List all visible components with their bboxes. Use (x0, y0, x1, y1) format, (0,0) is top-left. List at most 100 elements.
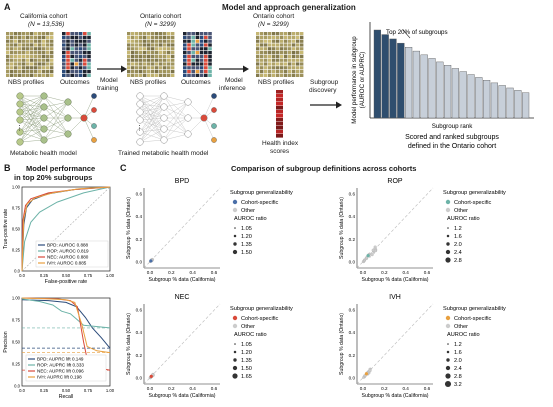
nbs-cell (135, 43, 139, 47)
nbs-cell (14, 73, 18, 77)
y-tick-label: 0.2 (136, 353, 143, 358)
nbs-cell (46, 73, 50, 77)
legend-size-label: 1.20 (241, 350, 252, 356)
network-node (80, 114, 88, 122)
nbs-cell (22, 35, 26, 39)
outcome-cell (66, 66, 70, 70)
nbs-cell (163, 47, 167, 51)
outcome-cell (183, 32, 187, 36)
outcome-cell (183, 70, 187, 74)
nbs-cell (34, 70, 38, 74)
nbs-cell (147, 70, 151, 74)
ontario-2-nbs-label: NBS profiles (258, 79, 295, 86)
outcome-cell (204, 35, 208, 39)
nbs-cell (272, 35, 276, 39)
scatter-title: ROP (387, 178, 403, 185)
nbs-cell (38, 70, 42, 74)
outcome-cell (208, 47, 212, 51)
nbs-cell (10, 43, 14, 47)
network-edge (139, 103, 165, 108)
metabolic-health-model-label: Metabolic health model (10, 150, 77, 157)
nbs-cell (38, 66, 42, 70)
outcome-cell (199, 47, 204, 51)
nbs-cell (292, 39, 296, 43)
nbs-cell (276, 58, 280, 62)
nbs-cell (296, 66, 300, 70)
nbs-cell (155, 70, 159, 74)
legend-specific-label: Cohort-specific (241, 316, 279, 322)
outcome-cell (66, 32, 70, 36)
outcome-cell (83, 47, 87, 51)
nbs-cell (34, 54, 38, 58)
subgroup-discovery-label-2: discovery (309, 87, 337, 94)
nbs-cell (135, 35, 139, 39)
nbs-cell (26, 32, 30, 36)
nbs-cell (143, 51, 147, 55)
legend-size-label: 2.8 (454, 374, 462, 380)
nbs-cell (139, 66, 143, 70)
network-edge (187, 101, 205, 119)
nbs-cell (42, 70, 46, 74)
outcome-cell (66, 39, 70, 43)
network-edge (19, 103, 45, 119)
y-axis-label: Subgroup % data (Ontario) (339, 313, 345, 375)
legend-other-label: Other (241, 208, 255, 214)
network-edge (19, 103, 45, 141)
network-edge (139, 131, 165, 141)
nbs-cell (42, 32, 46, 36)
x-axis-label: False-positive rate (45, 279, 87, 285)
outcome-cell (62, 66, 66, 70)
network-node (64, 130, 72, 138)
nbs-cell (42, 35, 46, 39)
legend-size-marker (446, 350, 450, 354)
outcome-cell (191, 73, 195, 77)
nbs-cell (163, 70, 167, 74)
nbs-cell (296, 62, 300, 66)
nbs-cell (260, 54, 264, 58)
y-tick-label: 0.4 (136, 330, 143, 335)
nbs-cell (6, 62, 10, 66)
outcome-cell (187, 32, 191, 36)
nbs-cell (151, 66, 155, 70)
ranked-subgroup-bar (490, 82, 499, 119)
outcome-cell (70, 35, 74, 39)
nbs-cell (22, 51, 26, 55)
nbs-cell (288, 39, 292, 43)
nbs-cell (292, 66, 296, 70)
network-edge (139, 103, 165, 130)
nbs-cell (159, 51, 163, 55)
nbs-cell (284, 62, 288, 66)
outcome-cell (195, 58, 200, 62)
y-tick-label: 0.0 (136, 260, 143, 265)
nbs-cell (6, 54, 10, 58)
outcome-cell (195, 47, 200, 51)
pr-curve-chart: 0.00.0 0.25 0.25 0.50 0.50 0.75 0.75 1.00 1.00 Re… (3, 296, 115, 401)
ontario-outcomes-label: Outcomes (181, 79, 211, 86)
nbs-cell (18, 43, 22, 47)
nbs-cell (14, 51, 18, 55)
legend-other-label: Other (454, 208, 468, 214)
outcome-cell (195, 73, 200, 77)
panel-b-title-2: in top 20% subgroups (14, 173, 93, 182)
outcome-cell (191, 70, 195, 74)
inference-arrow-icon (219, 65, 249, 73)
nbs-cell (18, 51, 22, 55)
nbs-cell (135, 39, 139, 43)
ontario-2-nbs-grid (256, 32, 304, 77)
network-node (184, 130, 192, 138)
health-index-cell (276, 90, 283, 94)
network-edge (19, 106, 45, 113)
outcome-cell (183, 43, 187, 47)
network-edge (139, 95, 165, 119)
ranked-subgroup-bar (412, 50, 421, 119)
legend-marker-other (232, 207, 238, 213)
outcome-cell (195, 35, 200, 39)
plot-frame (21, 297, 111, 387)
outcome-cell (83, 66, 87, 70)
network-edge (203, 117, 215, 141)
network-edge (19, 106, 45, 121)
outcome-cell (208, 62, 212, 66)
network-node (64, 98, 72, 106)
annotation-pointer (402, 29, 411, 39)
outcome-cell (66, 51, 70, 55)
